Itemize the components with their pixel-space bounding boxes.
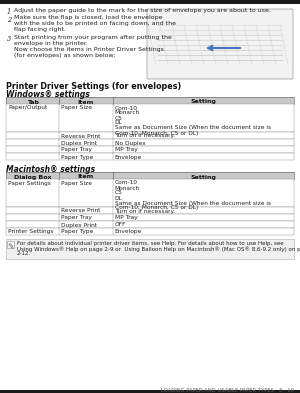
Text: envelope in the printer.: envelope in the printer. [14, 41, 88, 46]
Text: MP Tray: MP Tray [115, 215, 137, 220]
Text: For details about individual printer driver items, see Help. For details about h: For details about individual printer dri… [17, 241, 284, 246]
Bar [0, 0, 300, 4]
Bar [6, 214, 294, 221]
Bar [6, 139, 294, 146]
Bar [6, 97, 294, 104]
Bar [6, 179, 294, 207]
Text: 1: 1 [7, 8, 11, 16]
Text: Com-10, Monarch, C5 or DL): Com-10, Monarch, C5 or DL) [115, 130, 198, 136]
Text: 2-12.: 2-12. [17, 252, 31, 256]
Text: Turn on if necessary.: Turn on if necessary. [115, 134, 175, 138]
Text: C5: C5 [115, 116, 122, 121]
Text: Monarch: Monarch [115, 185, 140, 191]
Bar [6, 146, 294, 153]
Bar [6, 153, 294, 160]
Text: Paper Type: Paper Type [61, 154, 94, 160]
Bar [6, 207, 294, 214]
Bar [6, 172, 294, 179]
Bar [6, 104, 294, 132]
Text: Reverse Print: Reverse Print [61, 134, 101, 138]
Text: Same as Document Size (When the document size is: Same as Document Size (When the document… [115, 125, 271, 130]
Text: Com-10: Com-10 [115, 180, 138, 185]
Bar [6, 221, 294, 228]
Bar [6, 228, 294, 235]
Text: Envelope: Envelope [115, 154, 142, 160]
Bar [6, 221, 294, 228]
Text: Turn on if necessary.: Turn on if necessary. [115, 209, 175, 213]
Text: Envelope: Envelope [115, 230, 142, 235]
FancyBboxPatch shape [7, 241, 14, 248]
Bar [6, 228, 294, 235]
Text: Same as Document Size (When the document size is: Same as Document Size (When the document… [115, 200, 271, 206]
Text: Setting: Setting [190, 99, 216, 105]
Text: MP Tray: MP Tray [115, 147, 137, 152]
Text: DL: DL [115, 195, 122, 200]
Bar [6, 132, 294, 139]
Text: Setting: Setting [190, 174, 216, 180]
Text: OFF: OFF [115, 222, 126, 228]
Text: Item: Item [78, 99, 94, 105]
Bar [6, 153, 294, 160]
Text: LOADING PAPER AND USABLE PAPER TYPES   3 - 19: LOADING PAPER AND USABLE PAPER TYPES 3 -… [161, 388, 294, 393]
Text: 3: 3 [7, 35, 11, 43]
Text: Paper Size: Paper Size [61, 180, 92, 185]
Text: Tab: Tab [27, 99, 39, 105]
Bar [6, 139, 294, 146]
Text: Make sure the flap is closed, load the envelope: Make sure the flap is closed, load the e… [14, 15, 163, 20]
Bar [6, 132, 294, 139]
Text: Duplex Print: Duplex Print [61, 222, 97, 228]
Text: (for envelopes) as shown below:: (for envelopes) as shown below: [14, 53, 116, 58]
Text: Paper Size: Paper Size [61, 105, 92, 110]
Text: Printer Settings: Printer Settings [8, 230, 53, 235]
Bar [6, 104, 294, 132]
Text: Reverse Print: Reverse Print [61, 209, 101, 213]
Bar [6, 239, 294, 259]
Text: Printer Driver Settings (for envelopes): Printer Driver Settings (for envelopes) [6, 82, 181, 91]
Text: Macintosh® settings: Macintosh® settings [6, 165, 95, 174]
Text: Paper Type: Paper Type [61, 230, 94, 235]
Bar [6, 146, 294, 153]
FancyBboxPatch shape [147, 9, 293, 79]
Text: Paper Tray: Paper Tray [61, 215, 92, 220]
Text: DL: DL [115, 121, 122, 125]
Text: Using Windows® Help on page 2-9 or  Using Balloon Help on Macintosh® (Mac OS® 8.: Using Windows® Help on page 2-9 or Using… [17, 246, 300, 252]
Text: Item: Item [78, 174, 94, 180]
Text: Paper Settings: Paper Settings [8, 180, 51, 185]
Text: Now choose the items in Printer Driver Settings: Now choose the items in Printer Driver S… [14, 47, 164, 52]
Text: Adjust the paper guide to the mark for the size of envelope you are about to use: Adjust the paper guide to the mark for t… [14, 8, 271, 13]
Text: Duplex Print: Duplex Print [61, 141, 97, 145]
Text: with the side to be printed on facing down, and the: with the side to be printed on facing do… [14, 22, 176, 26]
Text: 2: 2 [7, 15, 11, 24]
Text: Start printing from your program after putting the: Start printing from your program after p… [14, 35, 172, 40]
Text: Monarch: Monarch [115, 110, 140, 116]
Bar [6, 97, 294, 104]
Text: Paper/Output: Paper/Output [8, 105, 47, 110]
Bar [0, 390, 300, 393]
Bar [6, 214, 294, 221]
Text: Windows® settings: Windows® settings [6, 90, 90, 99]
Text: C5: C5 [115, 191, 122, 195]
Text: Com-10: Com-10 [115, 105, 138, 110]
Text: ✎: ✎ [7, 242, 14, 252]
Text: Com-10, Monarch, C5 or DL): Com-10, Monarch, C5 or DL) [115, 206, 198, 211]
Text: No Duplex: No Duplex [115, 141, 145, 145]
Bar [6, 179, 294, 207]
Text: Paper Tray: Paper Tray [61, 147, 92, 152]
Bar [6, 207, 294, 214]
Bar [6, 172, 294, 179]
Text: Dialog Box: Dialog Box [14, 174, 51, 180]
Text: flap facing right.: flap facing right. [14, 28, 66, 33]
